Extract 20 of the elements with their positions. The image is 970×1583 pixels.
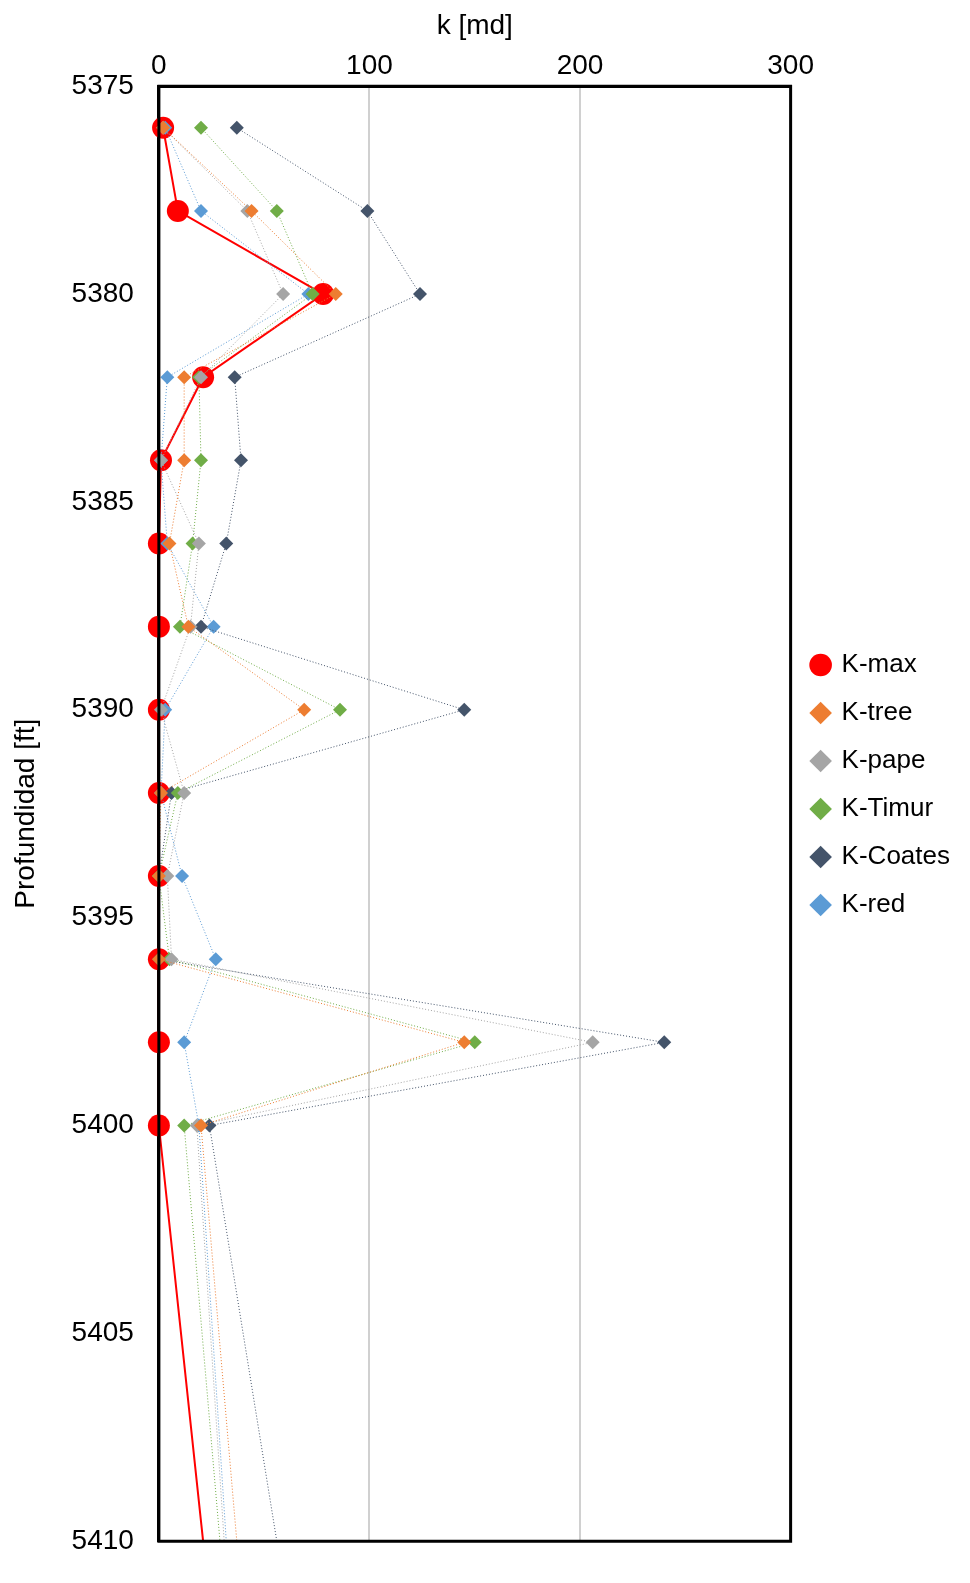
- y-tick-label: 5385: [71, 484, 134, 516]
- legend-label: K-Timur: [841, 792, 934, 823]
- y-tick-label: 5405: [71, 1316, 134, 1348]
- x-axis-title: k [md]: [436, 8, 513, 40]
- y-tick-label: 5400: [71, 1108, 134, 1140]
- x-tick-label: 300: [767, 49, 814, 81]
- y-tick-label: 5410: [71, 1523, 134, 1555]
- y-tick-label: 5390: [71, 692, 134, 724]
- legend-label: K-pape: [841, 744, 926, 775]
- y-tick-label: 5395: [71, 900, 134, 932]
- x-tick-label: 0: [151, 49, 167, 81]
- legend-label: K-max: [841, 648, 917, 679]
- legend-label: K-red: [841, 888, 906, 919]
- x-tick-label: 200: [556, 49, 604, 81]
- y-axis-title: Profundidad [ft]: [8, 718, 40, 909]
- y-tick-label: 5375: [71, 68, 134, 100]
- legend-label: K-Coates: [841, 840, 951, 871]
- x-tick-label: 100: [346, 49, 393, 81]
- y-tick-label: 5380: [71, 276, 134, 308]
- legend-label: K-tree: [841, 696, 913, 727]
